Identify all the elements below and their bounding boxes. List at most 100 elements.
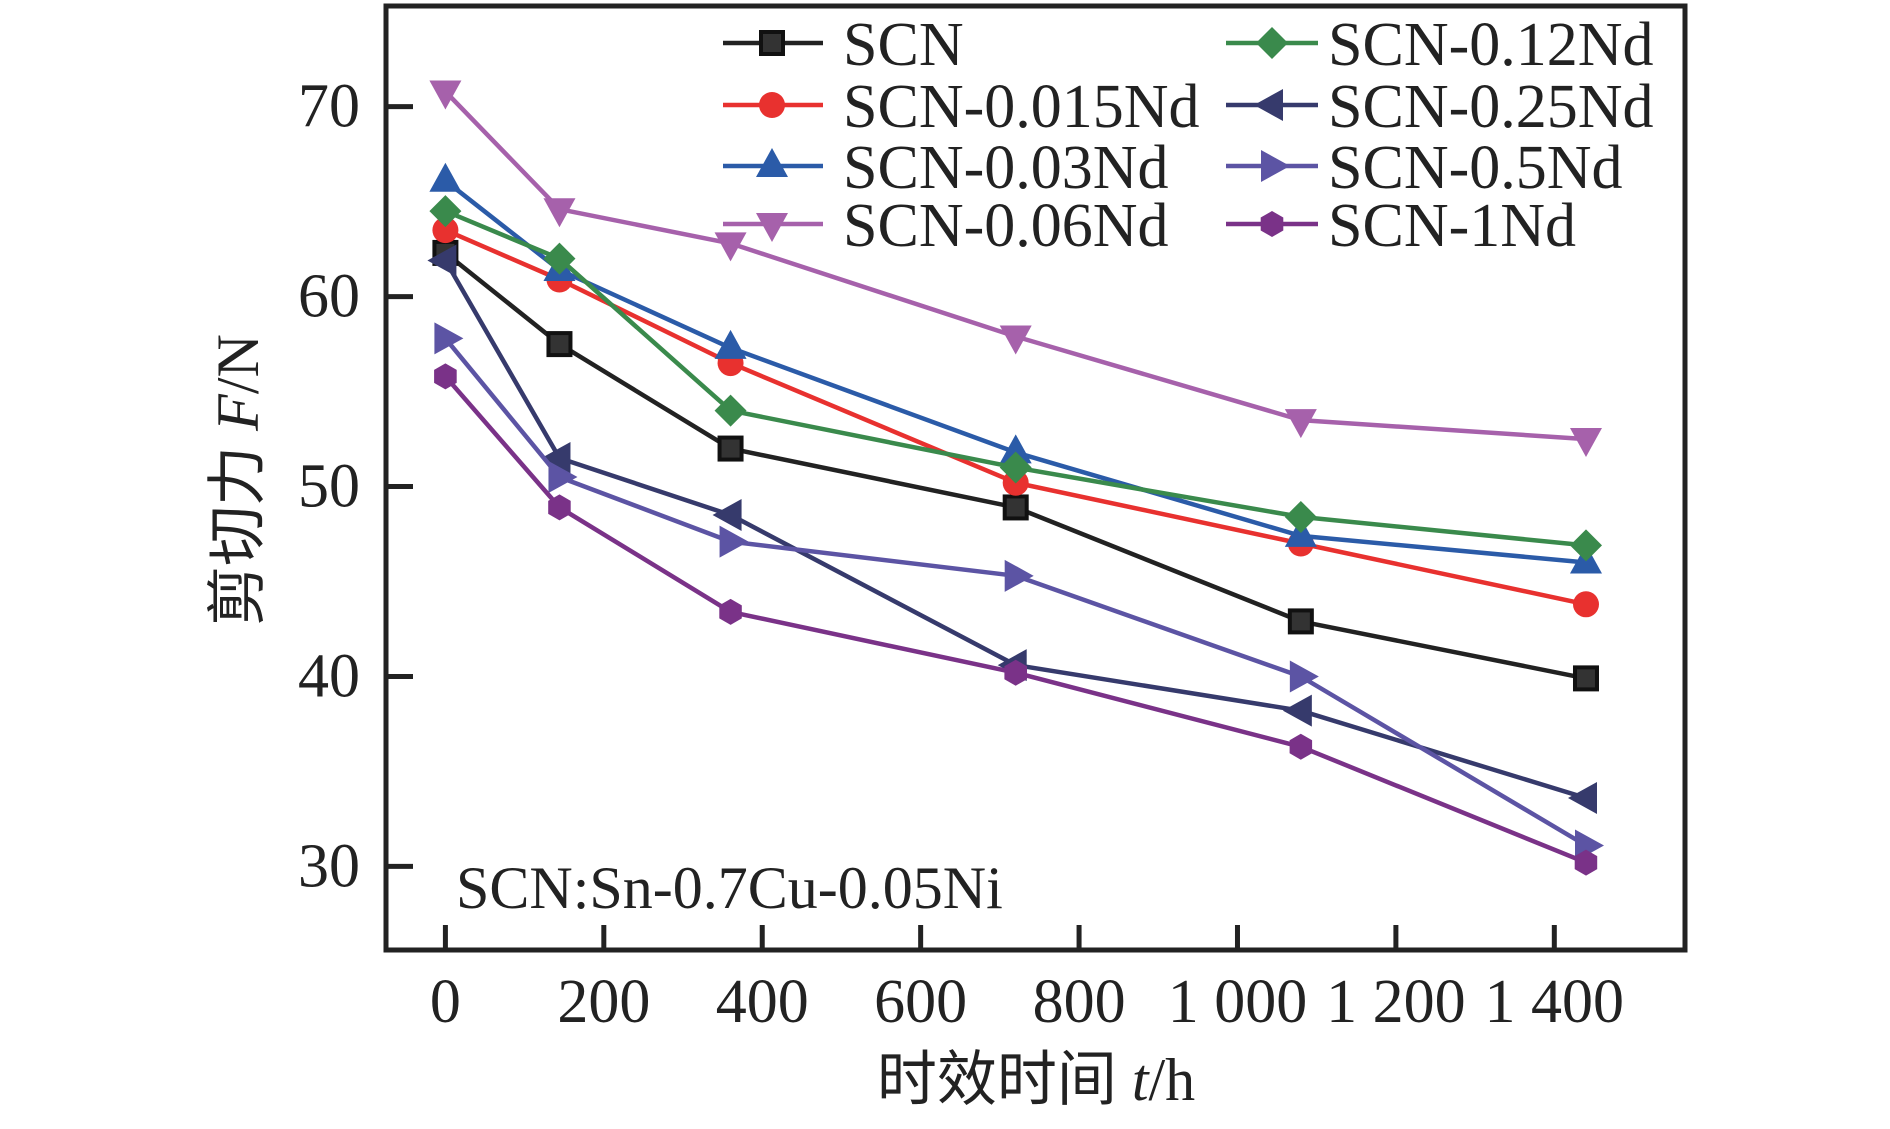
legend-marker-triangle-up-icon <box>756 148 788 177</box>
data-point <box>1289 660 1319 693</box>
data-point <box>714 394 747 427</box>
y-tick-label: 60 <box>298 263 360 331</box>
data-point <box>999 434 1032 464</box>
series-line <box>443 259 1587 801</box>
plot-frame <box>383 3 1688 953</box>
series-scn-0-5nd <box>434 322 1604 862</box>
data-point <box>427 244 457 277</box>
series-line <box>443 336 1588 848</box>
data-point <box>714 329 747 359</box>
data-point <box>714 232 747 262</box>
y-axis-label-text: 剪切力 <box>205 446 271 626</box>
legend-label: SCN-0.5Nd <box>1328 134 1623 202</box>
y-tick-label: 70 <box>298 73 360 141</box>
data-point <box>1567 782 1597 815</box>
data-point <box>543 242 576 275</box>
data-point <box>434 322 464 355</box>
data-point <box>1574 849 1598 876</box>
x-axis-label-unit: /h <box>1149 1047 1196 1113</box>
x-tick-label: 600 <box>874 968 967 1036</box>
data-point <box>1004 559 1034 592</box>
x-tick-label: 1 200 <box>1326 968 1466 1036</box>
y-axis-label: 剪切力 F/N <box>205 334 271 626</box>
legend-marker-diamond-icon <box>1256 27 1288 59</box>
x-tick-label: 200 <box>557 968 650 1036</box>
x-axis-label: 时效时间 t/h <box>877 1047 1195 1113</box>
series-scn-1nd <box>434 363 1598 876</box>
y-tick-label: 40 <box>298 642 360 710</box>
data-point <box>712 499 742 532</box>
data-point <box>543 198 576 228</box>
legend-marker-triangle-down-icon <box>756 213 788 242</box>
series-line <box>443 89 1587 442</box>
data-point <box>548 494 571 521</box>
series-line <box>443 251 1587 681</box>
series-scn-0-06nd <box>429 80 1602 458</box>
data-point <box>434 363 457 390</box>
legend-marker-triangle-left-icon <box>1254 89 1283 121</box>
data-point <box>429 80 462 110</box>
legend-label: SCN-1Nd <box>1328 192 1576 260</box>
legend-label: SCN-0.03Nd <box>843 134 1169 202</box>
series-scn-0-015nd <box>432 217 1599 618</box>
legend-marker-circle-icon <box>759 92 785 118</box>
data-point <box>719 598 742 625</box>
legend-item: SCN-0.5Nd <box>1226 134 1623 202</box>
x-tick-label: 400 <box>716 968 809 1036</box>
y-tick-label: 30 <box>298 832 360 900</box>
legend-label: SCN-0.12Nd <box>1328 11 1654 79</box>
legend-label: SCN-0.25Nd <box>1328 73 1654 141</box>
data-point <box>429 195 462 228</box>
x-tick-label: 0 <box>430 968 461 1036</box>
data-point <box>1004 659 1027 686</box>
ticks-layer: 0 200 400 600 800 1 000 1 200 1 400 30 40 50 60 70 <box>298 73 1624 1036</box>
y-axis-label-unit: /N <box>205 334 271 394</box>
data-point <box>548 461 578 494</box>
data-point <box>999 451 1032 484</box>
series-line <box>444 228 1587 607</box>
x-tick-label: 800 <box>1033 968 1126 1036</box>
series-line <box>444 178 1587 565</box>
data-point <box>1572 665 1599 692</box>
composition-annotation: SCN:Sn-0.7Cu-0.05Ni <box>456 855 1003 921</box>
data-point <box>717 435 744 462</box>
legend-label: SCN-0.015Nd <box>843 73 1200 141</box>
data-point <box>1282 694 1312 727</box>
data-point <box>1284 409 1317 439</box>
data-point <box>1289 733 1313 760</box>
legend-item: SCN-0.25Nd <box>1226 73 1654 141</box>
x-tick-label: 1 000 <box>1168 968 1308 1036</box>
series-layer <box>427 80 1604 876</box>
legend-label: SCN-0.06Nd <box>843 192 1169 260</box>
legend-item: SCN-1Nd <box>1226 192 1576 260</box>
legend-marker-hexagon-icon <box>1260 211 1284 237</box>
data-point <box>1569 428 1602 458</box>
legend-item: SCN-0.12Nd <box>1226 11 1654 79</box>
x-axis-label-text: 时效时间 <box>877 1047 1117 1113</box>
data-point <box>1002 494 1029 521</box>
series-scn <box>432 239 1599 692</box>
data-point <box>1284 500 1317 533</box>
series-scn-0-12nd <box>429 195 1602 562</box>
legend-item: SCN-0.03Nd <box>723 134 1169 202</box>
legend-marker-square-icon <box>759 30 785 56</box>
series-line <box>444 209 1587 548</box>
legend-item: SCN-0.06Nd <box>723 192 1169 260</box>
x-axis-label-var: t <box>1132 1047 1150 1113</box>
data-point <box>1569 529 1602 562</box>
legend-marker-triangle-right-icon <box>1261 150 1290 182</box>
data-point <box>1572 591 1599 618</box>
data-point <box>432 217 459 244</box>
data-point <box>999 325 1032 355</box>
legend-item: SCN-0.015Nd <box>723 73 1200 141</box>
data-point <box>1287 608 1314 635</box>
legend-label: SCN <box>843 11 964 79</box>
data-point <box>541 442 571 475</box>
y-axis-label-var: F <box>205 393 271 432</box>
legend-item: SCN <box>723 11 964 79</box>
data-point <box>429 162 462 192</box>
data-point <box>719 525 749 558</box>
y-tick-label: 50 <box>298 453 360 521</box>
